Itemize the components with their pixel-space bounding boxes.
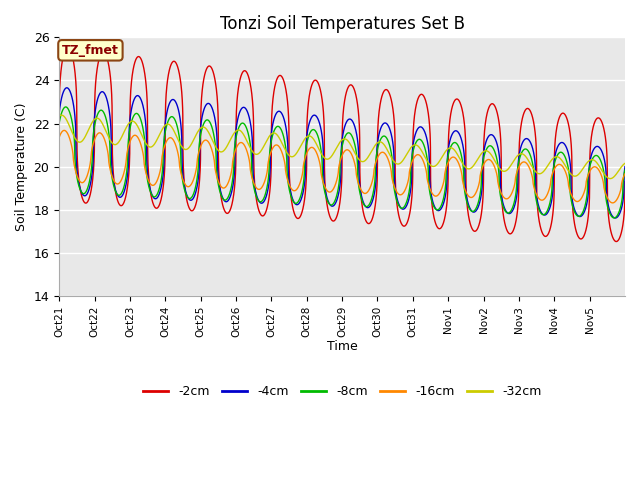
- Legend: -2cm, -4cm, -8cm, -16cm, -32cm: -2cm, -4cm, -8cm, -16cm, -32cm: [138, 380, 547, 403]
- X-axis label: Time: Time: [326, 340, 358, 353]
- Y-axis label: Soil Temperature (C): Soil Temperature (C): [15, 102, 28, 231]
- Title: Tonzi Soil Temperatures Set B: Tonzi Soil Temperatures Set B: [220, 15, 465, 33]
- Text: TZ_fmet: TZ_fmet: [62, 44, 119, 57]
